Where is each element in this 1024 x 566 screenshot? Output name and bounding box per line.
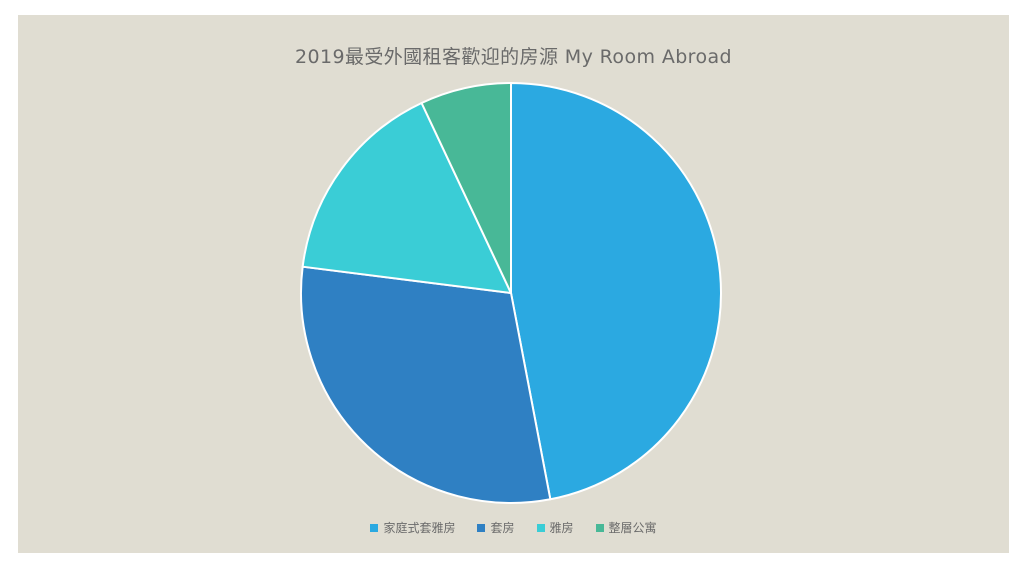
legend-label-1: 套房 [490, 521, 515, 535]
legend-item-3[interactable]: 整層公寓 [595, 519, 657, 536]
pie-chart [300, 82, 722, 504]
legend-label-3: 整層公寓 [608, 521, 657, 535]
chart-title: 2019最受外國租客歡迎的房源 My Room Abroad [295, 46, 732, 68]
pie-slice-0[interactable] [510, 82, 722, 501]
legend-label-0: 家庭式套雅房 [383, 521, 456, 535]
legend-label-2: 雅房 [549, 521, 574, 535]
legend-swatch-2 [536, 523, 545, 532]
legend-item-2[interactable]: 雅房 [536, 519, 574, 536]
legend-item-1[interactable]: 套房 [477, 519, 515, 536]
legend-swatch-1 [477, 523, 486, 532]
pie-slice-1[interactable] [300, 265, 552, 504]
legend-item-0[interactable]: 家庭式套雅房 [370, 519, 455, 536]
legend-swatch-0 [370, 523, 379, 532]
legend-swatch-3 [595, 523, 604, 532]
pie-slice-2[interactable] [301, 101, 512, 294]
pie-slice-3[interactable] [420, 82, 512, 294]
chart-canvas: 2019最受外國租客歡迎的房源 My Room Abroad 家庭式套雅房 套房… [18, 15, 1009, 553]
chart-legend: 家庭式套雅房 套房 雅房 整層公寓 [18, 519, 1009, 536]
